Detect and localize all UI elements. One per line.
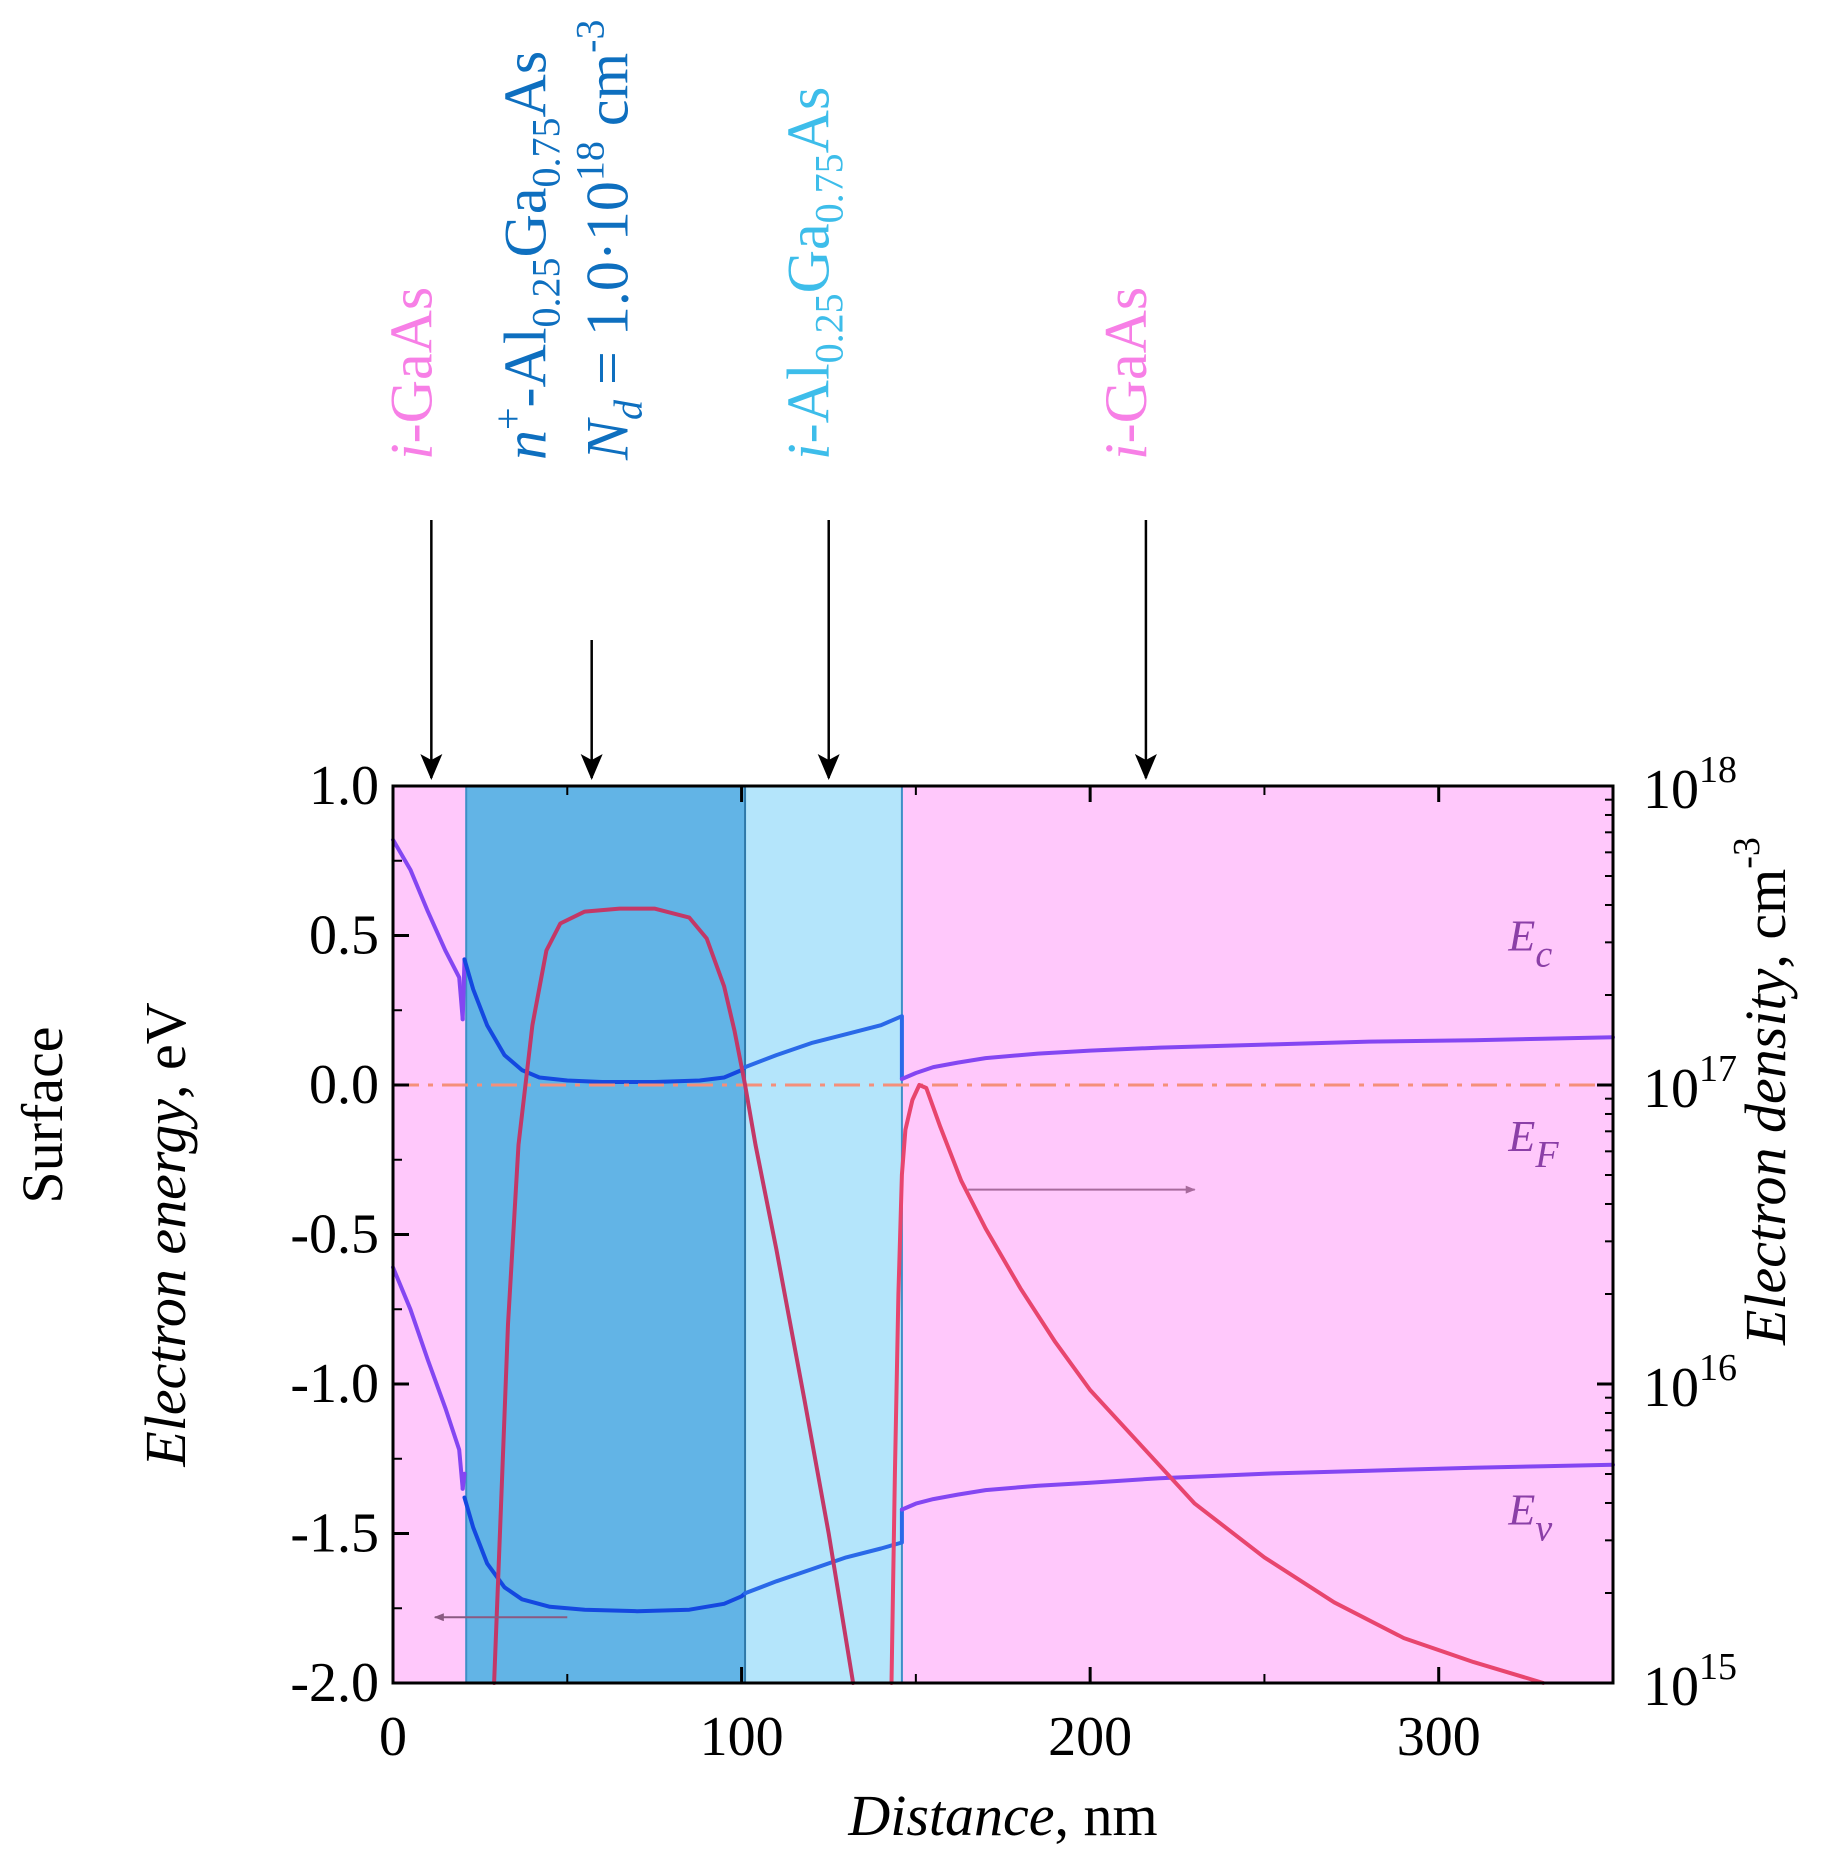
y-left-tick-label-6: -2.0 [290,1652,379,1714]
series-Ev-segment-2 [462,1495,748,1614]
band-label-v: Ev [1507,1486,1552,1550]
x-tick-label-2: 200 [1048,1706,1132,1768]
band-label-F: EF [1507,1112,1559,1176]
axis-labels: Distance, nm Electron energy, eV Electron … [10,837,1798,1848]
layer-label-2-line-0: i-Al0.25Ga0.75As [776,87,852,460]
x-tick-label-1: 100 [700,1706,784,1768]
region-3 [901,786,1613,1683]
series-n-segment-0 [492,906,856,1685]
y-right-tick-label-1: 1017 [1643,1048,1737,1120]
series-Ev-segment-1 [460,1471,467,1491]
y-left-tick-label-1: 0.5 [309,905,379,967]
y-right-axis-label: Electron density, cm-3 [1726,837,1798,1346]
series-Ec-segment-1 [460,957,467,1022]
series-Ec-segment-4 [899,1035,1615,1081]
x-axis-label: Distance, nm [847,1783,1157,1848]
x-tick-label-0: 0 [379,1706,407,1768]
series-Ec-segment-2 [462,957,748,1084]
y-left-tick-label-0: 1.0 [309,755,379,817]
y-right-tick-label-0: 1018 [1643,749,1737,821]
band-label-c: Ec [1507,911,1552,975]
series-Ec-segment-0 [391,837,465,1022]
layer-label-0-line-0: i-GaAs [378,287,444,460]
region-1 [466,786,746,1683]
series-Ev-segment-4 [899,1462,1615,1512]
layer-label-1-line-0: n+-Al0.25Ga0.75As [486,51,569,460]
layer-label-3-line-0: i-GaAs [1093,287,1159,460]
series-Ev-segment-0 [391,1265,465,1491]
y-left-tick-label-5: -1.5 [290,1503,379,1565]
layer-regions [393,786,1613,1683]
surface-label: Surface [10,1026,75,1203]
y-right-tick-label-2: 1016 [1643,1347,1737,1419]
series-n-segment-1 [889,1083,1546,1685]
series-Ec-segment-3 [743,1014,904,1081]
band-labels: Ec EF Ev [1507,911,1559,1549]
y-left-tick-label-3: -0.5 [290,1204,379,1266]
tick-labels: 0 100 200 300 1.0 0.5 0.0 -0.5 -1.0 -1.5 -2.0 1018 1… [290,749,1737,1768]
y-left-tick-label-2: 0.0 [309,1054,379,1116]
y-left-axis-label: Electron energy, eV [133,1002,198,1467]
y-right-tick-label-3: 1015 [1643,1646,1737,1718]
plot-frame [391,784,1615,1685]
y-left-tick-label-4: -1.0 [290,1353,379,1415]
x-tick-label-3: 300 [1397,1706,1481,1768]
axis-arrows [433,1185,1196,1622]
series-Ev-segment-3 [743,1507,904,1596]
layer-label-1-line-1: Nd = 1.0·1018 cm-3 [568,19,651,461]
series-group [391,837,1615,1685]
region-2 [745,786,902,1683]
